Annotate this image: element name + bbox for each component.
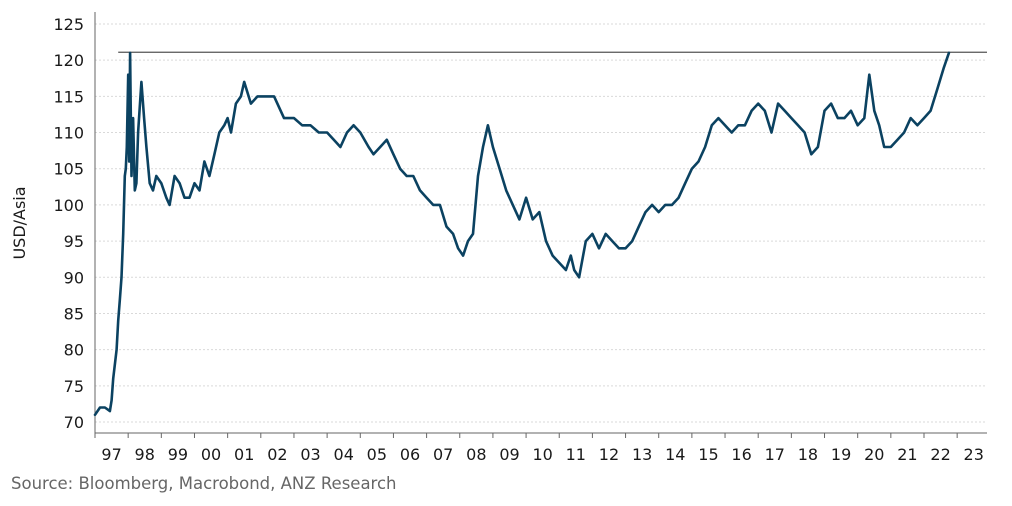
x-tick-label: 01 bbox=[234, 445, 254, 464]
x-tick-label: 13 bbox=[632, 445, 652, 464]
y-tick-label: 70 bbox=[64, 413, 84, 432]
y-tick-label: 85 bbox=[64, 304, 84, 323]
x-tick-label: 07 bbox=[433, 445, 453, 464]
x-tick-label: 08 bbox=[466, 445, 486, 464]
x-tick-label: 99 bbox=[168, 445, 188, 464]
x-tick-label: 23 bbox=[964, 445, 984, 464]
x-tick-label: 22 bbox=[930, 445, 950, 464]
x-tick-label: 02 bbox=[267, 445, 287, 464]
y-axis-title: USD/Asia bbox=[10, 186, 29, 259]
grid bbox=[95, 23, 987, 423]
x-tick-label: 21 bbox=[897, 445, 917, 464]
x-tick-label: 09 bbox=[499, 445, 519, 464]
x-tick-label: 12 bbox=[599, 445, 619, 464]
x-tick-label: 16 bbox=[731, 445, 751, 464]
y-tick-label: 80 bbox=[64, 341, 84, 360]
x-tick-label: 98 bbox=[135, 445, 155, 464]
y-axis: 70 75 80 85 90 95 100 105 110 115 120 125 bbox=[53, 12, 96, 433]
x-tick-label: 00 bbox=[201, 445, 221, 464]
x-tick-label: 05 bbox=[367, 445, 387, 464]
x-tick-label: 97 bbox=[101, 445, 121, 464]
x-tick-label: 19 bbox=[831, 445, 851, 464]
x-tick-label: 06 bbox=[400, 445, 420, 464]
y-tick-label: 105 bbox=[53, 160, 84, 179]
series-line bbox=[93, 51, 951, 417]
source-note: Source: Bloomberg, Macrobond, ANZ Resear… bbox=[11, 474, 397, 493]
y-tick-label: 110 bbox=[53, 124, 84, 143]
x-tick-label: 17 bbox=[765, 445, 785, 464]
x-tick-label: 18 bbox=[798, 445, 818, 464]
y-tick-label: 90 bbox=[64, 268, 84, 287]
y-tick-label: 100 bbox=[53, 196, 84, 215]
y-tick-label: 125 bbox=[53, 15, 84, 34]
x-tick-label: 10 bbox=[532, 445, 552, 464]
y-tick-label: 120 bbox=[53, 51, 84, 70]
x-tick-label: 14 bbox=[665, 445, 685, 464]
x-tick-label: 11 bbox=[566, 445, 586, 464]
x-tick-label: 04 bbox=[334, 445, 354, 464]
x-axis: 97 98 99 00 01 02 03 04 05 06 07 08 09 10 11 12 13 14 15 16… bbox=[94, 432, 987, 464]
y-tick-label: 75 bbox=[64, 377, 84, 396]
x-tick-label: 20 bbox=[864, 445, 884, 464]
x-tick-label: 03 bbox=[300, 445, 320, 464]
x-tick-label: 15 bbox=[698, 445, 718, 464]
y-tick-label: 115 bbox=[53, 87, 84, 106]
y-tick-label: 95 bbox=[64, 232, 84, 251]
